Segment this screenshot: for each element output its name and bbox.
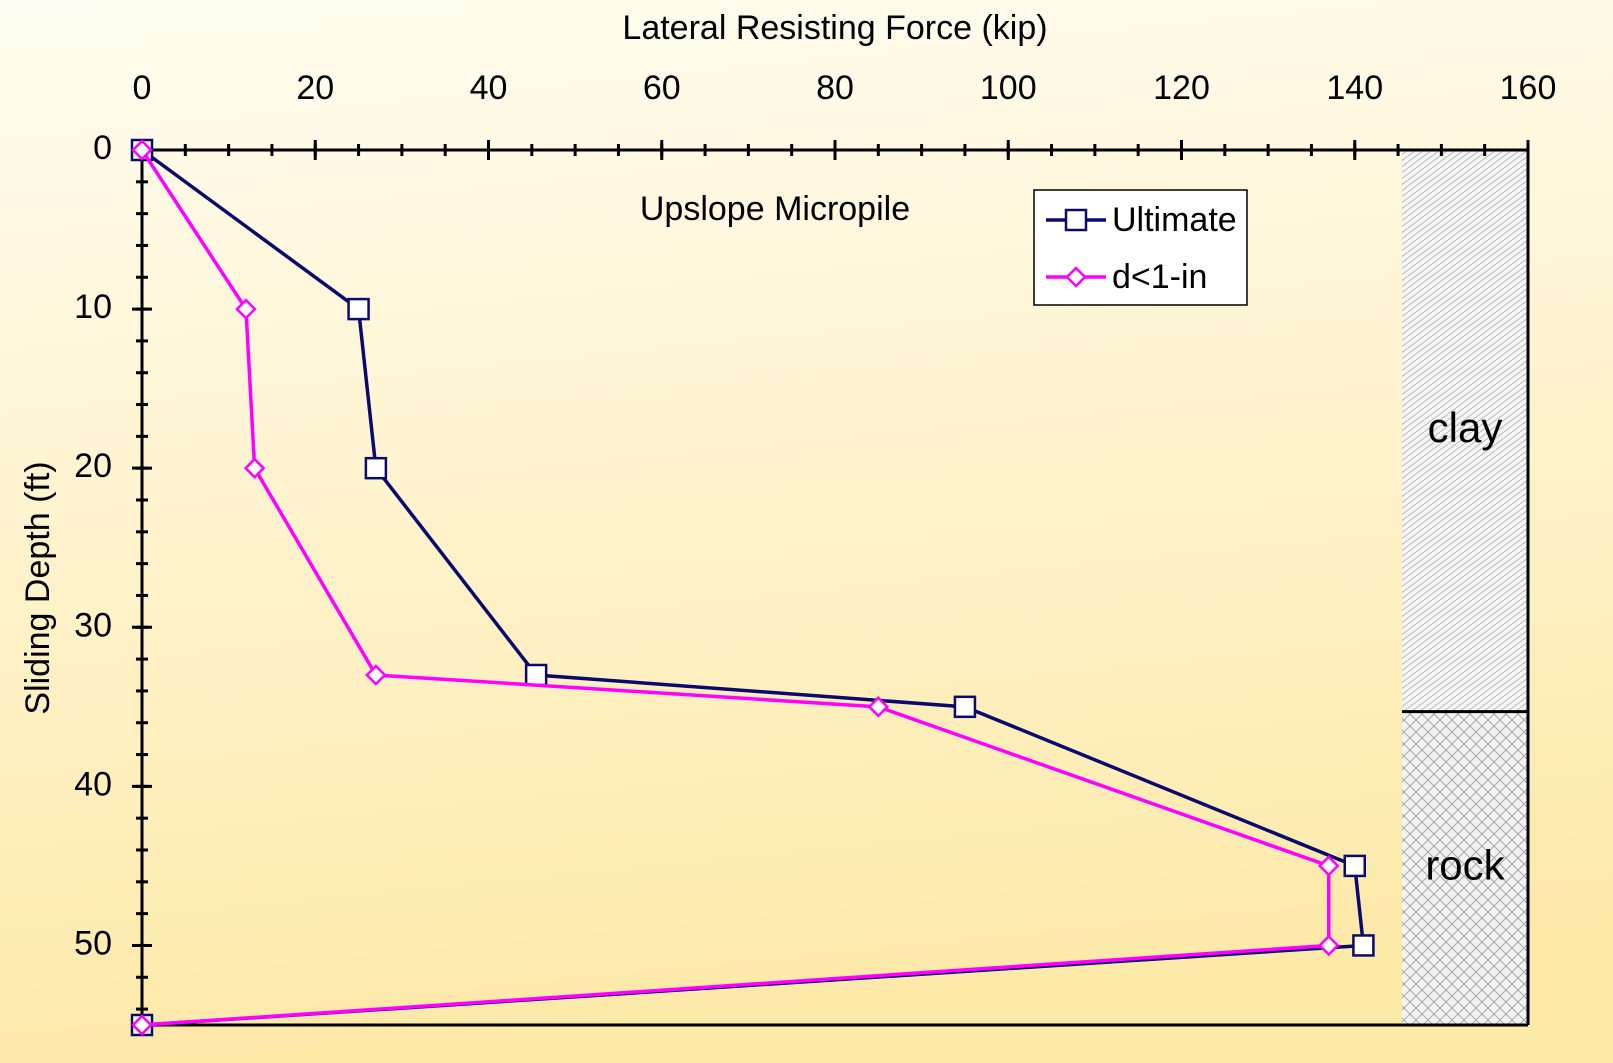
marker: [364, 456, 388, 480]
marker: [347, 297, 370, 321]
x-tick-label: 100: [980, 69, 1037, 107]
soil-layer: [1402, 711, 1528, 1025]
marker: [1352, 934, 1375, 957]
layer-label: rock: [1425, 841, 1505, 888]
marker: [131, 139, 153, 161]
series-line: [140, 148, 1366, 1027]
marker: [1343, 854, 1366, 878]
soil-layer: [1402, 150, 1528, 712]
layer-label: clay: [1428, 404, 1503, 451]
x-axis-title: Lateral Resisting Force (kip): [622, 9, 1047, 47]
marker: [867, 696, 890, 718]
y-tick-label: 0: [93, 129, 112, 167]
legend-label: Ultimate: [1112, 201, 1237, 239]
legend-label: d<1-in: [1112, 258, 1207, 296]
x-tick-label: 0: [133, 69, 152, 107]
legend-marker: [1065, 266, 1087, 288]
x-tick-label: 80: [816, 69, 854, 107]
x-tick-label: 20: [296, 69, 334, 107]
x-tick-label: 120: [1153, 69, 1210, 107]
x-tick-label: 160: [1500, 69, 1557, 107]
x-tick-label: 140: [1326, 69, 1383, 107]
y-axis-title: Sliding Depth (ft): [19, 461, 57, 714]
marker: [243, 457, 266, 479]
legend-marker: [1064, 208, 1088, 232]
y-tick-label: 50: [74, 924, 112, 962]
marker: [131, 1014, 153, 1036]
x-tick-label: 60: [643, 69, 681, 107]
marker: [1317, 855, 1340, 877]
marker: [1317, 934, 1340, 957]
marker: [953, 695, 977, 719]
y-tick-label: 40: [74, 765, 112, 803]
x-tick-label: 40: [470, 69, 508, 107]
series-line: [140, 149, 1331, 1027]
y-tick-label: 10: [74, 288, 112, 326]
marker: [524, 663, 548, 687]
y-tick-label: 30: [74, 606, 112, 644]
y-tick-label: 20: [74, 447, 112, 485]
chart-title: Upslope Micropile: [640, 190, 910, 228]
marker: [235, 298, 257, 320]
marker: [365, 664, 387, 686]
